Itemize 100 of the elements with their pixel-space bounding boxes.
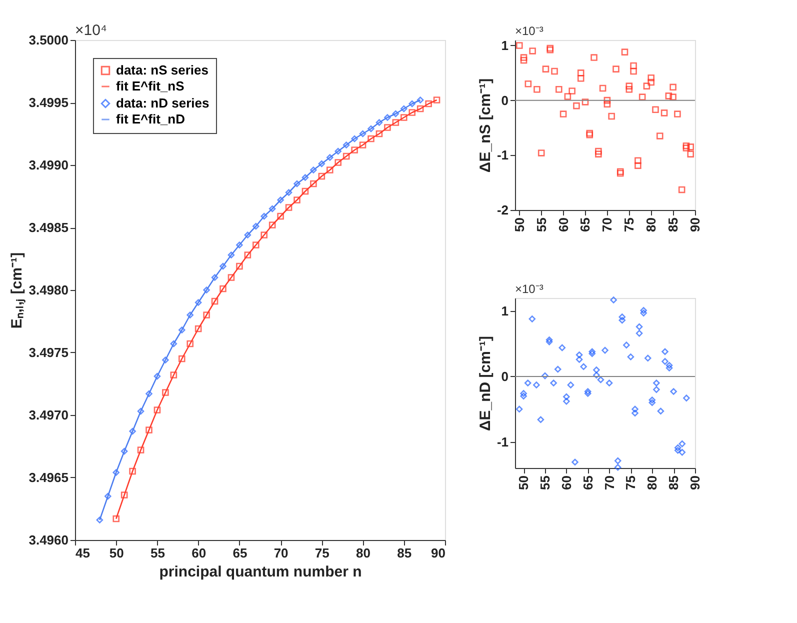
point <box>533 382 540 388</box>
text: ×10⁴ <box>75 22 107 39</box>
point <box>593 366 600 374</box>
point <box>616 170 624 177</box>
point <box>392 119 400 126</box>
point <box>656 132 664 140</box>
point <box>400 114 408 121</box>
x-tick-label: 85 <box>666 476 682 490</box>
point <box>657 408 664 415</box>
point <box>556 86 562 93</box>
point <box>178 355 186 362</box>
point <box>595 148 602 155</box>
point <box>268 205 276 212</box>
point <box>623 342 630 348</box>
point <box>636 323 643 330</box>
point <box>368 125 374 132</box>
point <box>520 56 528 64</box>
x-tick-label: 75 <box>314 546 330 560</box>
y-axis-title: Eₙ,ₗ,ⱼ [cm⁻¹] <box>8 252 26 329</box>
point <box>524 80 532 88</box>
point <box>653 380 660 386</box>
point <box>678 448 686 456</box>
point <box>576 356 583 363</box>
point <box>529 48 536 54</box>
point <box>244 232 252 238</box>
point <box>211 274 218 281</box>
point <box>146 426 152 434</box>
point <box>670 94 676 100</box>
point <box>588 350 596 357</box>
x-tick-label: 70 <box>274 546 288 560</box>
point <box>542 66 550 72</box>
point <box>687 144 694 150</box>
point <box>627 353 634 360</box>
point <box>129 468 136 475</box>
legend-label: fit E^fit_nD <box>116 112 185 126</box>
point <box>384 124 391 131</box>
point <box>604 96 611 104</box>
point <box>666 362 673 369</box>
x-axis-title: principal quantum number n <box>159 564 362 580</box>
point <box>392 110 400 118</box>
x-tick-label: 65 <box>232 546 248 560</box>
point <box>162 356 169 364</box>
point <box>643 82 650 90</box>
point <box>616 168 624 175</box>
point <box>203 312 210 318</box>
point <box>683 394 690 402</box>
point <box>120 448 128 455</box>
point <box>652 106 659 114</box>
point <box>634 162 642 169</box>
point <box>610 296 617 304</box>
point <box>634 157 642 164</box>
point <box>260 232 268 238</box>
point <box>408 100 416 108</box>
point <box>368 135 374 142</box>
point <box>648 399 656 406</box>
point <box>687 150 694 158</box>
point <box>660 110 668 116</box>
y-tick-label: 3.4980 <box>28 282 68 298</box>
point <box>318 160 326 168</box>
point <box>376 119 383 126</box>
point <box>560 110 567 118</box>
point <box>277 196 284 204</box>
y-tick-label: 3.4975 <box>28 345 68 360</box>
y-tick-label: 3.4965 <box>28 470 68 485</box>
point <box>351 135 358 142</box>
point <box>612 66 620 72</box>
x-tick-label: 80 <box>644 218 659 232</box>
point <box>648 78 654 86</box>
point <box>194 325 202 332</box>
x-tick-label: 65 <box>580 476 596 490</box>
point <box>285 189 292 196</box>
x-tick-label: 55 <box>150 546 165 560</box>
point <box>632 410 638 416</box>
point <box>670 388 677 395</box>
point <box>520 392 527 400</box>
point <box>682 144 690 152</box>
point <box>602 346 608 354</box>
y-tick-label: 3.4985 <box>28 220 68 235</box>
y-tick-label: 0 <box>501 92 508 108</box>
point <box>618 314 626 320</box>
point <box>599 84 606 92</box>
point <box>678 440 686 448</box>
point <box>120 492 128 498</box>
point <box>104 492 112 500</box>
point <box>154 372 161 380</box>
point <box>252 222 260 230</box>
point <box>260 212 268 220</box>
text: ×10⁻³ <box>515 282 544 296</box>
point <box>648 396 656 404</box>
point <box>203 286 210 294</box>
point <box>211 298 218 305</box>
point <box>636 330 643 337</box>
point <box>584 388 592 395</box>
y-tick-label: 1 <box>501 304 508 319</box>
point <box>648 74 654 82</box>
x-tick-label: 55 <box>538 476 552 490</box>
y-tick-label: 3.4990 <box>28 158 68 172</box>
y-tick-label: -1 <box>496 148 508 163</box>
point <box>666 364 673 372</box>
x-tick-label: 50 <box>512 218 527 232</box>
